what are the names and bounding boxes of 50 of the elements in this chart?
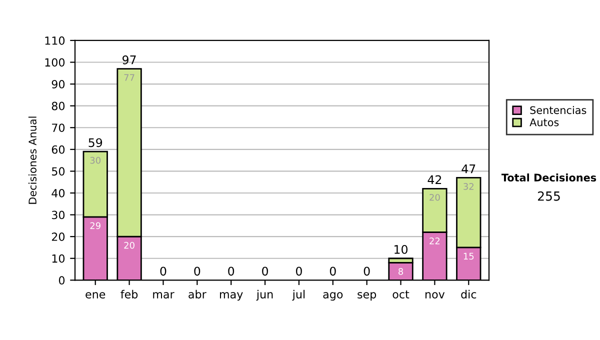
y-tick-label: 110 (45, 36, 65, 45)
y-tick-label: 90 (52, 80, 65, 88)
legend-label: Autos (530, 118, 559, 126)
data-label: 30 (90, 156, 101, 164)
data-label: 20 (430, 194, 440, 201)
y-tick-label: 70 (52, 124, 65, 132)
x-tick-label: abr (188, 290, 206, 298)
x-tick-label: feb (120, 290, 138, 298)
total-label: 0 (228, 266, 234, 276)
y-tick-label: 50 (52, 167, 65, 176)
y-tick-label: 10 (52, 254, 65, 263)
total-label: 0 (296, 266, 302, 276)
text: 255 (538, 191, 560, 201)
data-label: 77 (124, 74, 134, 81)
y-tick-label: 100 (45, 58, 65, 67)
x-tick-label: sep (358, 292, 376, 301)
x-tick-label: may (220, 292, 243, 301)
y-tick-label: 80 (52, 102, 65, 110)
data-label: 15 (464, 252, 474, 260)
total-label: 0 (160, 266, 166, 276)
data-label: 20 (124, 242, 134, 249)
total-label: 0 (330, 266, 336, 276)
total-label: 97 (122, 55, 136, 64)
y-tick-label: 0 (58, 276, 65, 285)
y-tick-label: 40 (52, 188, 65, 198)
y-tick-label: 60 (52, 145, 65, 154)
data-label: 22 (430, 238, 440, 244)
y-axis-title: Decisiones Anual (28, 116, 36, 204)
total-label: 47 (462, 164, 476, 174)
data-label: 32 (464, 183, 474, 190)
data-label: 8 (398, 268, 404, 275)
text: Total Decisiones (501, 173, 596, 182)
y-tick-label: 20 (52, 232, 65, 241)
x-tick-label: oct (392, 290, 410, 298)
total-label: 10 (394, 244, 408, 254)
total-label: 0 (364, 266, 370, 276)
x-tick-label: ago (323, 292, 343, 301)
x-tick-label: jun (256, 290, 273, 301)
total-label: 0 (194, 266, 200, 276)
total-label: 0 (262, 266, 268, 276)
x-tick-label: ene (86, 292, 106, 298)
x-tick-label: dic (461, 290, 476, 298)
total-label: 59 (88, 138, 102, 148)
y-tick-label: 30 (52, 210, 65, 220)
data-label: 29 (90, 222, 100, 230)
legend-label: Sentencias (530, 106, 586, 114)
x-tick-label: mar (153, 292, 174, 298)
x-tick-label: nov (426, 292, 445, 298)
x-tick-label: jul (292, 290, 305, 301)
total-label: 42 (428, 175, 442, 184)
